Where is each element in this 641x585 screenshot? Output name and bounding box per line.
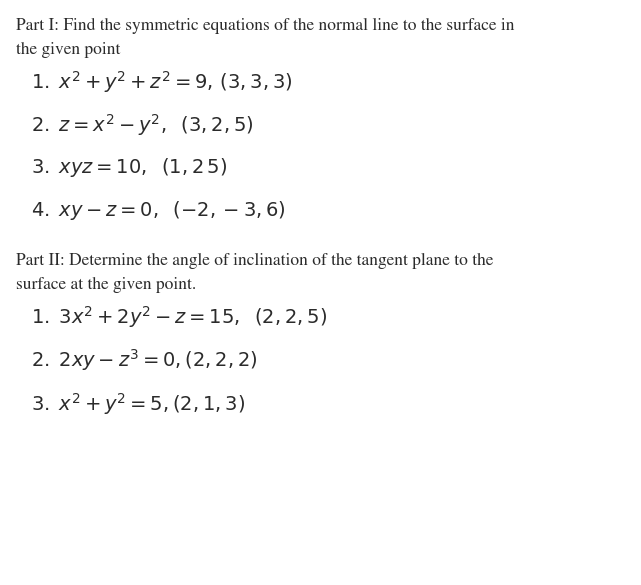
- Text: $2.\; z = x^2 - y^2, \;\;(3, 2, 5)$: $2.\; z = x^2 - y^2, \;\;(3, 2, 5)$: [31, 112, 253, 138]
- Text: $1.\; x^2 + y^2 + z^2 = 9, \,(3, 3, 3)$: $1.\; x^2 + y^2 + z^2 = 9, \,(3, 3, 3)$: [31, 69, 292, 95]
- Text: $4.\; xy - z = 0, \;\;(-2, -3, 6)$: $4.\; xy - z = 0, \;\;(-2, -3, 6)$: [31, 199, 286, 222]
- Text: $1.\; 3x^2 + 2y^2 - z = 15, \;\;(2, 2, 5)$: $1.\; 3x^2 + 2y^2 - z = 15, \;\;(2, 2, 5…: [31, 304, 327, 330]
- Text: $2.\; 2xy - z^3 = 0,(2, 2, 2)$: $2.\; 2xy - z^3 = 0,(2, 2, 2)$: [31, 347, 258, 373]
- Text: Part I: Find the symmetric equations of the normal line to the surface in: Part I: Find the symmetric equations of …: [16, 18, 515, 33]
- Text: the given point: the given point: [16, 42, 121, 58]
- Text: $3.\; x^2 + y^2 = 5,(2, 1, 3)$: $3.\; x^2 + y^2 = 5,(2, 1, 3)$: [31, 391, 245, 417]
- Text: $3.\; xyz = 10, \;\;(1, 2\,5)$: $3.\; xyz = 10, \;\;(1, 2\,5)$: [31, 156, 227, 178]
- Text: Part II: Determine the angle of inclination of the tangent plane to the: Part II: Determine the angle of inclinat…: [16, 253, 494, 269]
- Text: surface at the given point.: surface at the given point.: [16, 277, 196, 293]
